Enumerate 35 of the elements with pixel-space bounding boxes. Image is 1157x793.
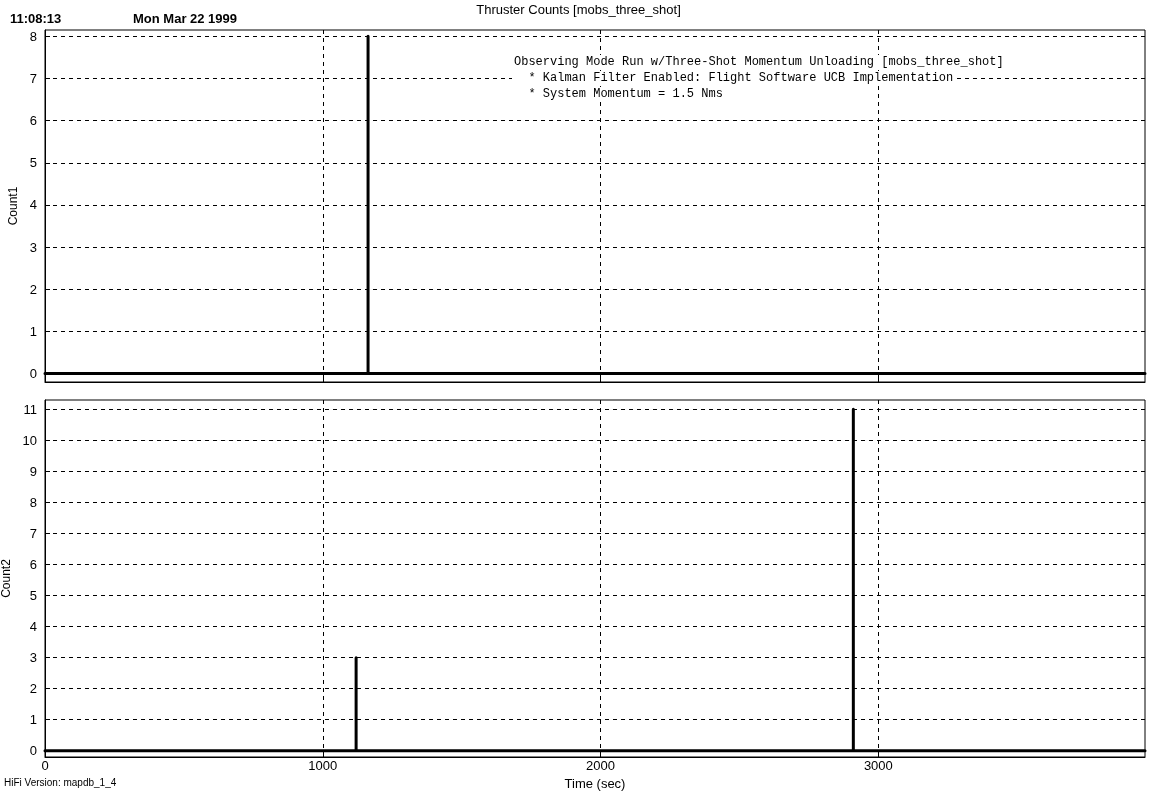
x-axis-title: Time (sec) [564,775,626,791]
x-tick-label: 0 [41,758,49,773]
y-axis-title: Count2 [0,558,13,598]
chart-title: Thruster Counts [mobs_three_shot] [476,2,681,17]
y-tick-label: 0 [29,743,37,759]
y-tick-label: 6 [29,113,37,129]
y-tick-label: 8 [29,494,37,510]
y-tick-label: 5 [29,588,37,604]
y-tick-label: 3 [29,650,37,666]
y-tick-label: 7 [29,525,37,541]
y-tick-label: 2 [29,681,37,697]
y-tick-label: 6 [29,557,37,573]
text: 11:08:13 [10,11,62,26]
y-tick-label: 1 [29,323,37,339]
x-tick-label: 2000 [586,758,616,773]
y-tick-label: 1 [29,712,37,728]
y-axis-title: Count1 [5,186,20,226]
y-tick-label: 7 [29,70,37,86]
annotation: Observing Mode Run w/Three-Shot Momentum Unloading [mobs_three_shot] [514,55,1004,69]
x-tick-label: 3000 [863,758,893,773]
y-tick-label: 2 [29,281,37,297]
y-tick-label: 5 [29,155,37,171]
y-tick-label: 4 [29,619,37,635]
text: Mon Mar 22 1999 [133,11,238,26]
annotation: * System Momentum = 1.5 Nms [514,87,723,101]
x-tick-label: 1000 [308,758,338,773]
y-tick-label: 4 [29,197,37,213]
y-tick-label: 9 [29,463,37,479]
y-tick-label: 10 [22,432,37,448]
text: HiFi Version: mapdb_1_4 [4,776,117,788]
y-tick-label: 3 [29,239,37,255]
y-tick-label: 11 [23,401,37,417]
y-tick-label: 0 [29,366,37,382]
annotation: * Kalman Filter Enabled: Flight Software UCB Implementation [514,71,954,85]
y-tick-label: 8 [29,28,37,44]
